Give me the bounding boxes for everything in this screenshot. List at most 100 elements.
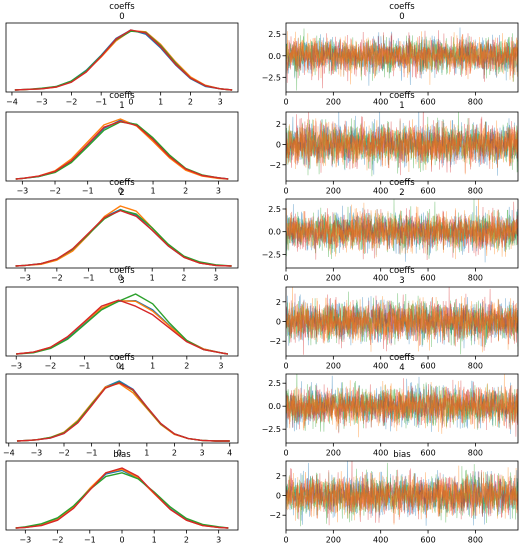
axes-title: 3: [119, 276, 124, 286]
x-tick-label: 800: [468, 536, 483, 545]
x-tick-label: 1: [150, 274, 155, 283]
axes-frame: [5, 286, 239, 357]
x-tick-label: 800: [468, 98, 483, 107]
x-tick-label: 0: [117, 449, 122, 458]
x-tick-label: −3: [10, 362, 22, 371]
y-tick-label: −2: [269, 511, 281, 520]
x-tick-label: 2: [172, 449, 177, 458]
density-line-chain-2: [15, 209, 232, 267]
axes-title: 3: [399, 276, 404, 286]
density-line-chain-2: [16, 293, 228, 355]
axes-title: coeffs: [109, 353, 135, 363]
density-line-chain-0: [16, 380, 230, 442]
x-tick-label: 2: [184, 362, 189, 371]
x-tick-label: 0: [283, 187, 288, 196]
x-tick-label: −3: [19, 536, 31, 545]
density-line-chain-1: [14, 29, 233, 91]
x-tick-label: −2: [49, 187, 61, 196]
x-tick-label: 600: [420, 98, 435, 107]
x-tick-label: 400: [373, 536, 388, 545]
y-tick-label: −2.5: [262, 250, 281, 259]
plot-area: [286, 199, 518, 263]
x-tick-label: 600: [420, 536, 435, 545]
plot-area: [286, 374, 518, 438]
y-tick-label: 2.5: [268, 30, 281, 39]
x-tick-label: 0: [283, 362, 288, 371]
y-tick-label: 2: [276, 298, 281, 307]
density-line-chain-3: [14, 29, 233, 91]
density-line-chain-3: [15, 120, 229, 180]
x-tick-label: 3: [216, 187, 221, 196]
density-line-chain-3: [15, 209, 232, 267]
x-tick-label: 0: [116, 362, 121, 371]
density-line-chain-0: [15, 208, 232, 267]
axes-title: coeffs: [109, 91, 135, 101]
axes-title: 4: [119, 363, 124, 373]
x-tick-label: 0: [283, 536, 288, 545]
x-tick-label: −1: [86, 449, 98, 458]
y-tick-label: −2.5: [262, 73, 281, 82]
x-tick-label: −2: [52, 536, 64, 545]
axes-title: coeffs: [109, 2, 135, 12]
x-tick-label: 800: [468, 274, 483, 283]
x-tick-label: 800: [468, 362, 483, 371]
axes-frame: [285, 198, 519, 269]
x-tick-label: 200: [326, 187, 341, 196]
trace-line-chain-1: [286, 465, 518, 525]
x-tick-label: 600: [420, 449, 435, 458]
x-tick-label: −2: [66, 98, 78, 107]
x-tick-label: 1: [158, 98, 163, 107]
density-line-chain-3: [15, 467, 229, 529]
density-line-chain-0: [15, 469, 229, 529]
axes-title: coeffs: [389, 2, 415, 12]
x-tick-label: 800: [468, 449, 483, 458]
axes-title: 2: [399, 188, 404, 198]
x-tick-label: 3: [213, 274, 218, 283]
axes-title: coeffs: [389, 178, 415, 188]
x-tick-label: 2: [181, 274, 186, 283]
y-tick-label: 2: [276, 472, 281, 481]
plot-area: [286, 112, 518, 177]
x-tick-label: −1: [84, 536, 96, 545]
axes-frame: [5, 373, 239, 444]
axes-title: 0: [399, 12, 404, 22]
x-tick-label: −3: [19, 274, 31, 283]
y-tick-label: 0.0: [268, 52, 281, 61]
plot-area: [286, 287, 518, 355]
x-tick-label: −2: [58, 449, 70, 458]
x-tick-label: 200: [326, 449, 341, 458]
density-line-chain-0: [14, 29, 233, 91]
x-tick-label: 800: [468, 187, 483, 196]
x-tick-label: −4: [3, 449, 15, 458]
x-tick-label: 0: [118, 274, 123, 283]
y-tick-label: 2.5: [268, 205, 281, 214]
x-tick-label: 200: [326, 98, 341, 107]
plot-area: [15, 118, 229, 180]
x-tick-label: −2: [51, 274, 63, 283]
axes-frame: [285, 373, 519, 444]
plot-area: [16, 293, 228, 355]
trace-line-chain-1: [286, 287, 518, 353]
plot-area: [15, 205, 232, 267]
x-tick-label: 2: [184, 536, 189, 545]
x-tick-label: 3: [218, 98, 223, 107]
axes-title: coeffs: [109, 178, 135, 188]
x-tick-label: 0: [283, 274, 288, 283]
density-line-chain-0: [15, 119, 229, 180]
x-tick-label: 600: [420, 187, 435, 196]
x-tick-label: 600: [420, 274, 435, 283]
x-tick-label: 600: [420, 362, 435, 371]
y-tick-label: 0: [276, 492, 281, 501]
y-tick-label: −2: [269, 337, 281, 346]
density-line-chain-1: [15, 118, 229, 180]
plot-area: [286, 27, 518, 91]
trace-line-chain-1: [286, 31, 518, 85]
density-line-chain-2: [15, 121, 229, 180]
plot-area: [15, 467, 229, 529]
density-line-chain-2: [15, 472, 229, 529]
trace-line-chain-1: [286, 374, 518, 438]
